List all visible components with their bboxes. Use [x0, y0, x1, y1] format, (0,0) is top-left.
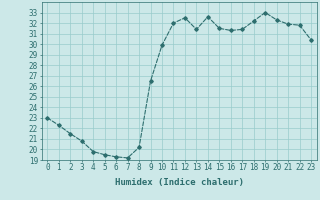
X-axis label: Humidex (Indice chaleur): Humidex (Indice chaleur)	[115, 178, 244, 187]
